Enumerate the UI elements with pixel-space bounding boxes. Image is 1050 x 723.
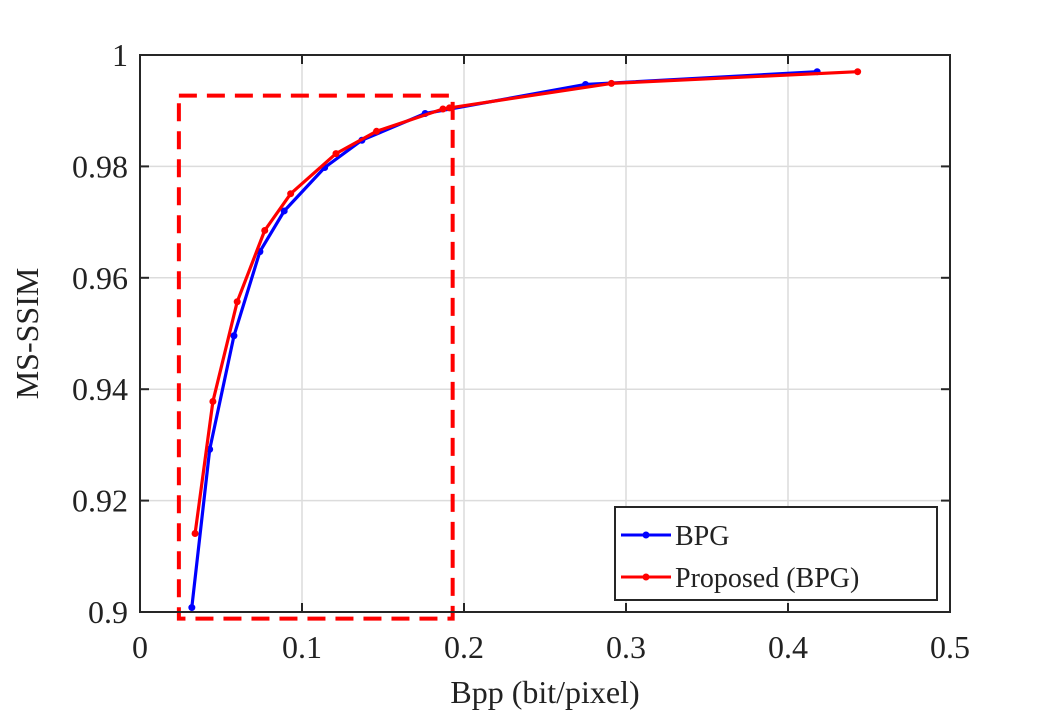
x-axis-label: Bpp (bit/pixel) (450, 674, 639, 710)
tick-labels: 0 0.1 0.2 0.3 0.4 0.5 0.9 0.92 0.94 0.96 0.98 1 (72, 37, 970, 665)
y-tick-label: 0.94 (72, 371, 128, 407)
x-tick-label: 0.5 (930, 629, 970, 665)
series-1-point (854, 68, 862, 76)
series-1-point (607, 79, 615, 87)
annotation-layer (176, 93, 455, 621)
legend-marker-bpg (642, 531, 650, 539)
series-0-point (280, 207, 288, 215)
legend-label-proposed: Proposed (BPG) (675, 563, 859, 594)
plot-frame (139, 54, 951, 613)
x-tick-label: 0.3 (606, 629, 646, 665)
x-tick-label: 0 (132, 629, 148, 665)
x-tick-label: 0.2 (444, 629, 484, 665)
series-1-point (332, 150, 340, 158)
series-1-point (191, 529, 199, 537)
series-layer (188, 68, 862, 612)
x-tick-label: 0.1 (282, 629, 322, 665)
grid-lines (140, 55, 950, 612)
x-tick-label: 0.4 (768, 629, 808, 665)
y-axis-label: MS-SSIM (9, 268, 45, 400)
legend: BPG Proposed (BPG) (614, 506, 938, 601)
series-0-point (188, 604, 196, 612)
legend-box (614, 506, 938, 601)
legend-label-bpg: BPG (675, 521, 729, 552)
series-0-point (230, 332, 238, 340)
series-1-point (209, 397, 217, 405)
y-tick-label: 1 (112, 37, 128, 73)
series-1-point (261, 226, 269, 234)
series-1-point (439, 105, 447, 113)
legend-marker-proposed (642, 573, 650, 581)
y-tick-label: 0.96 (72, 260, 128, 296)
series-1-point (373, 127, 381, 135)
y-tick-label: 0.98 (72, 148, 128, 184)
series-line-1 (193, 70, 860, 536)
y-tick-label: 0.9 (88, 594, 128, 630)
series-1-point (233, 298, 241, 306)
zoom-region-box (176, 93, 455, 621)
series-1-point (287, 190, 295, 198)
y-tick-label: 0.92 (72, 483, 128, 519)
